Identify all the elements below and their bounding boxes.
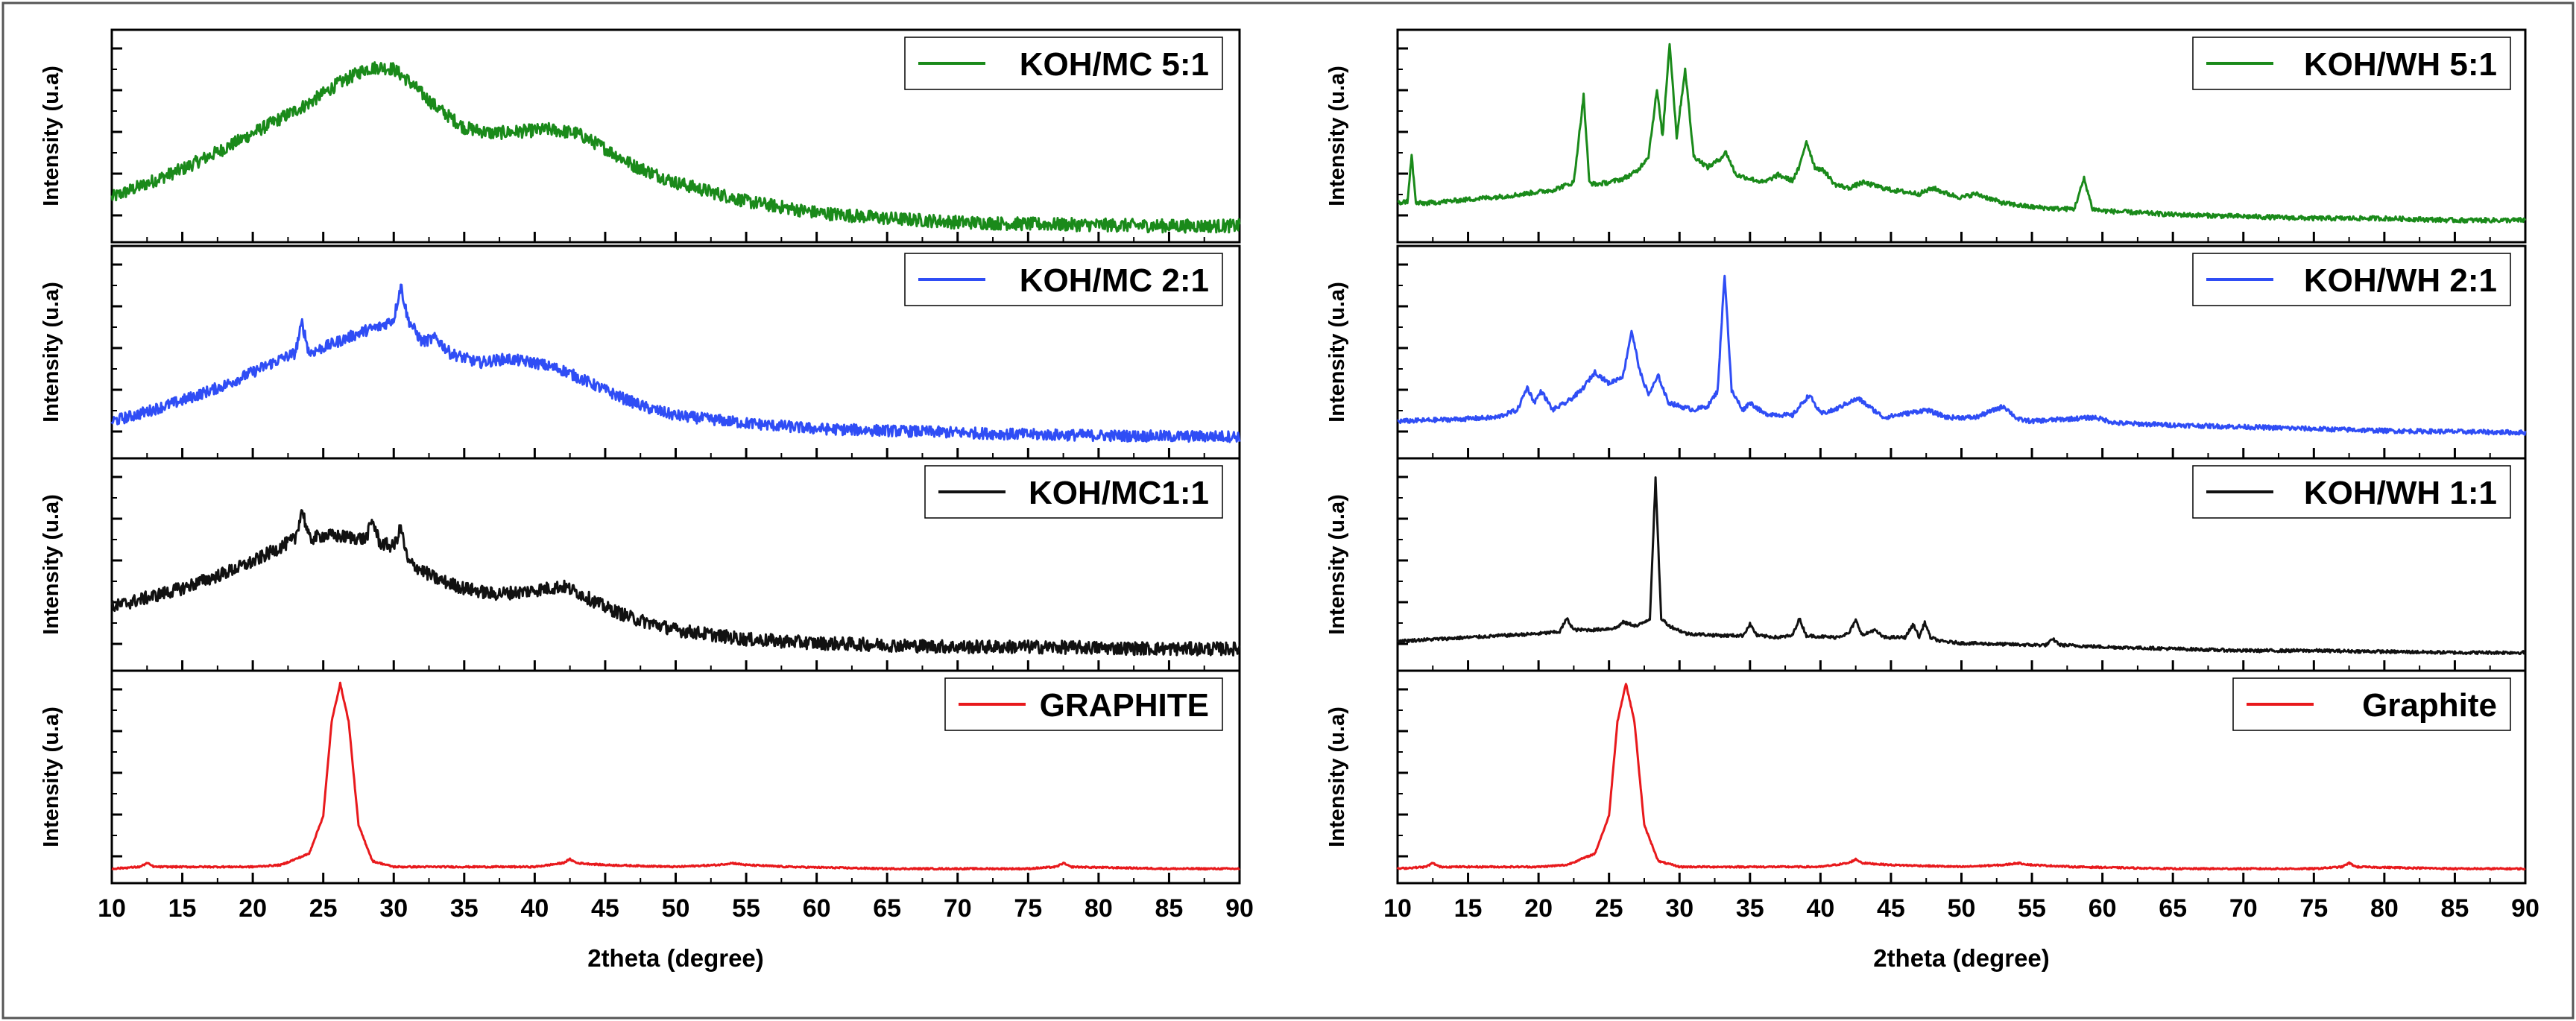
panel: Intensity (u.a) Graphite [1325,669,2527,885]
x-tick-label: 10 [98,894,126,923]
y-axis-label: Intensity (u.a) [1325,66,1349,206]
x-tick-label: 45 [1877,894,1905,923]
x-tick-label: 80 [2370,894,2399,923]
legend: KOH/MC 5:1 [904,37,1223,90]
x-tick-label: 30 [379,894,408,923]
series-line [1396,683,2526,871]
legend: KOH/MC 2:1 [904,253,1223,306]
legend-label: KOH/WH 1:1 [2304,475,2497,511]
panel: Intensity (u.a) KOH/WH 5:1 [1325,28,2527,244]
legend: Graphite [2232,677,2511,731]
series-line [1396,476,2526,656]
x-tick-label: 55 [2018,894,2046,923]
legend-label: KOH/WH 2:1 [2304,262,2497,299]
legend-label: KOH/MC 2:1 [1020,262,1209,299]
series-line [110,61,1241,234]
legend-label: KOH/MC 5:1 [1020,46,1209,83]
x-tick-label: 70 [2229,894,2258,923]
x-tick-label: 50 [1948,894,1976,923]
x-tick-label: 20 [239,894,267,923]
x-tick-label: 25 [309,894,338,923]
legend: KOH/WH 2:1 [2192,253,2511,306]
x-tick-label: 35 [1736,894,1764,923]
x-tick-label: 70 [944,894,972,923]
x-tick-label: 55 [732,894,760,923]
x-axis-label: 2theta (degree) [1873,944,2050,972]
legend: KOH/MC1:1 [924,465,1223,519]
series-line [110,509,1241,657]
x-tick-label: 35 [450,894,479,923]
x-tick-label: 15 [168,894,197,923]
panel: Intensity (u.a) GRAPHITE [40,669,1241,885]
x-tick-label: 65 [873,894,901,923]
legend: KOH/WH 1:1 [2192,465,2511,519]
x-tick-label: 75 [2299,894,2328,923]
legend: KOH/WH 5:1 [2192,37,2511,90]
x-axis-label: 2theta (degree) [587,944,764,972]
y-axis-label: Intensity (u.a) [1325,282,1349,423]
x-tick-label: 75 [1014,894,1042,923]
series-line [1397,42,2527,224]
x-tick-label: 90 [1225,894,1254,923]
legend: GRAPHITE [944,677,1223,731]
y-axis-label: Intensity (u.a) [40,66,63,206]
y-axis-label: Intensity (u.a) [40,494,63,635]
series-line [111,681,1240,871]
x-tick-label: 50 [662,894,690,923]
series-line [1397,274,2527,436]
x-tick-label: 15 [1454,894,1483,923]
series-line [110,283,1241,443]
x-tick-label: 80 [1085,894,1113,923]
y-axis-label: Intensity (u.a) [40,707,63,847]
x-tick-label: 40 [520,894,549,923]
legend-label: KOH/WH 5:1 [2304,46,2497,83]
x-tick-label: 10 [1383,894,1412,923]
y-axis-label: Intensity (u.a) [40,282,63,423]
panel: Intensity (u.a) KOH/WH 2:1 [1325,244,2527,460]
x-tick-label: 20 [1524,894,1553,923]
x-tick-label: 90 [2511,894,2539,923]
legend-label: GRAPHITE [1040,687,1209,724]
panel: Intensity (u.a) KOH/MC 5:1 [40,28,1241,244]
legend-label: Graphite [2362,687,2497,724]
x-tick-label: 85 [2441,894,2469,923]
x-tick-label: 60 [2089,894,2117,923]
x-tick-label: 60 [803,894,831,923]
x-tick-label: 30 [1665,894,1693,923]
x-tick-label: 40 [1806,894,1834,923]
panel: Intensity (u.a) KOH/WH 1:1 [1325,457,2527,672]
x-tick-label: 65 [2159,894,2187,923]
panel: Intensity (u.a) KOH/MC1:1 [40,457,1241,672]
legend-label: KOH/MC1:1 [1029,475,1209,511]
x-tick-label: 45 [591,894,619,923]
y-axis-label: Intensity (u.a) [1325,494,1349,635]
y-axis-label: Intensity (u.a) [1325,707,1349,847]
x-tick-label: 85 [1155,894,1184,923]
x-tick-label: 25 [1595,894,1623,923]
